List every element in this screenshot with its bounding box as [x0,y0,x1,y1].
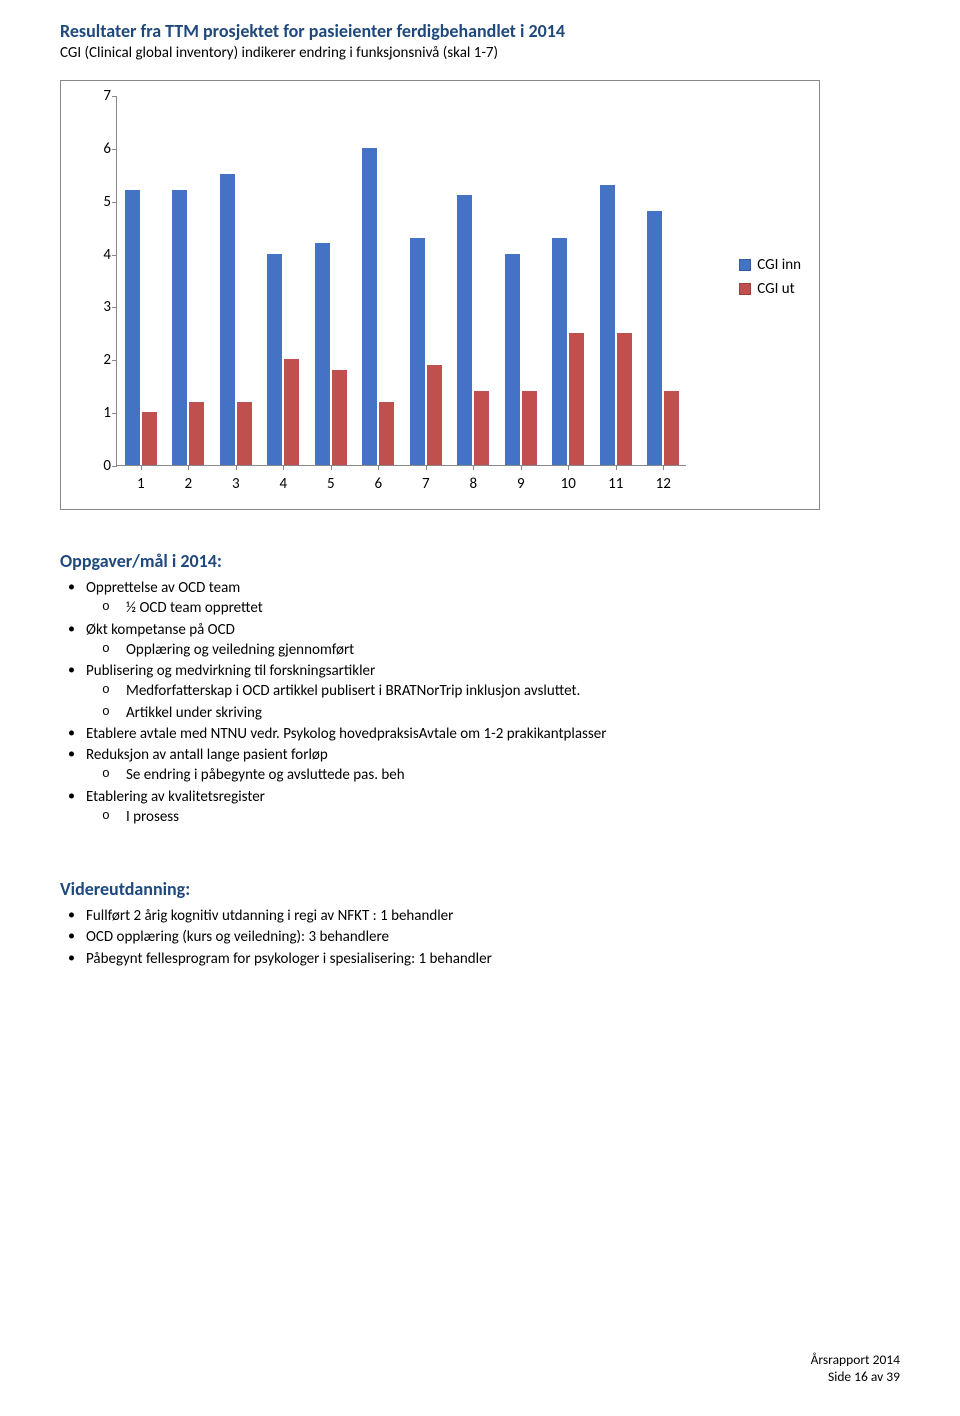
plot-area: 01234567123456789101112 [116,96,686,466]
legend-label: CGI inn [757,256,801,274]
bar [379,402,394,465]
sub-list-item: Se endring i påbegynte og avsluttede pas… [126,765,900,785]
tasks-heading: Oppgaver/mål i 2014: [60,550,900,572]
legend-label: CGI ut [757,280,794,298]
sub-list-item: I prosess [126,807,900,827]
tasks-list: Opprettelse av OCD team½ OCD team oppret… [60,578,900,827]
bar [220,174,235,465]
bar [125,190,140,465]
bar [647,211,662,465]
x-tick-label: 4 [279,475,287,493]
page-subtitle: CGI (Clinical global inventory) indikere… [60,44,900,62]
list-item: Publisering og medvirkning til forskning… [86,661,900,723]
bar [267,254,282,465]
footer-line2: Side 16 av 39 [811,1368,900,1386]
x-tick-label: 9 [517,475,525,493]
bar [505,254,520,465]
page-title: Resultater fra TTM prosjektet for pasiei… [60,20,900,42]
list-item: Opprettelse av OCD team½ OCD team oppret… [86,578,900,619]
legend: CGI inn CGI ut [739,256,801,304]
bar [172,190,187,465]
list-item: Fullført 2 årig kognitiv utdanning i reg… [86,906,900,926]
y-tick-label: 0 [89,457,111,475]
bar [410,238,425,465]
bar [237,402,252,465]
bar [315,243,330,465]
x-tick-label: 7 [422,475,430,493]
x-tick-label: 8 [469,475,477,493]
legend-item: CGI inn [739,256,801,274]
x-tick-label: 10 [561,475,576,493]
legend-swatch [739,259,751,271]
further-list: Fullført 2 årig kognitiv utdanning i reg… [60,906,900,969]
legend-swatch [739,283,751,295]
bar [617,333,632,465]
sub-list-item: Medforfatterskap i OCD artikkel publiser… [126,681,900,701]
bar [142,412,157,465]
x-tick-label: 3 [232,475,240,493]
sub-list-item: Opplæring og veiledning gjennomført [126,640,900,660]
bar [362,148,377,465]
y-tick-label: 7 [89,87,111,105]
sub-list-item: ½ OCD team opprettet [126,598,900,618]
bar [522,391,537,465]
list-item: Reduksjon av antall lange pasient forløp… [86,745,900,786]
bar [457,195,472,465]
bar [284,359,299,465]
footer: Årsrapport 2014 Side 16 av 39 [811,1351,900,1386]
x-tick-label: 12 [656,475,671,493]
bar [600,185,615,465]
chart-container: 01234567123456789101112 CGI innCGI ut [60,80,820,510]
bar [332,370,347,465]
x-tick-label: 2 [184,475,192,493]
x-tick-label: 6 [374,475,382,493]
y-tick-label: 3 [89,298,111,316]
y-tick-label: 4 [89,246,111,264]
list-item: Etablering av kvalitetsregisterI prosess [86,787,900,828]
y-tick-label: 5 [89,193,111,211]
x-tick-label: 1 [137,475,145,493]
bar [474,391,489,465]
sub-list-item: Artikkel under skriving [126,703,900,723]
x-tick-label: 11 [608,475,623,493]
y-tick-label: 2 [89,351,111,369]
bar [427,365,442,465]
bar [664,391,679,465]
bar [189,402,204,465]
list-item: Påbegynt fellesprogram for psykologer i … [86,949,900,969]
x-tick-label: 5 [327,475,335,493]
list-item: OCD opplæring (kurs og veiledning): 3 be… [86,927,900,947]
y-tick-label: 1 [89,404,111,422]
y-tick-label: 6 [89,140,111,158]
footer-line1: Årsrapport 2014 [811,1351,900,1369]
further-heading: Videreutdanning: [60,878,900,900]
bar [552,238,567,465]
list-item: Økt kompetanse på OCDOpplæring og veiled… [86,620,900,661]
legend-item: CGI ut [739,280,801,298]
list-item: Etablere avtale med NTNU vedr. Psykolog … [86,724,900,744]
bar [569,333,584,465]
